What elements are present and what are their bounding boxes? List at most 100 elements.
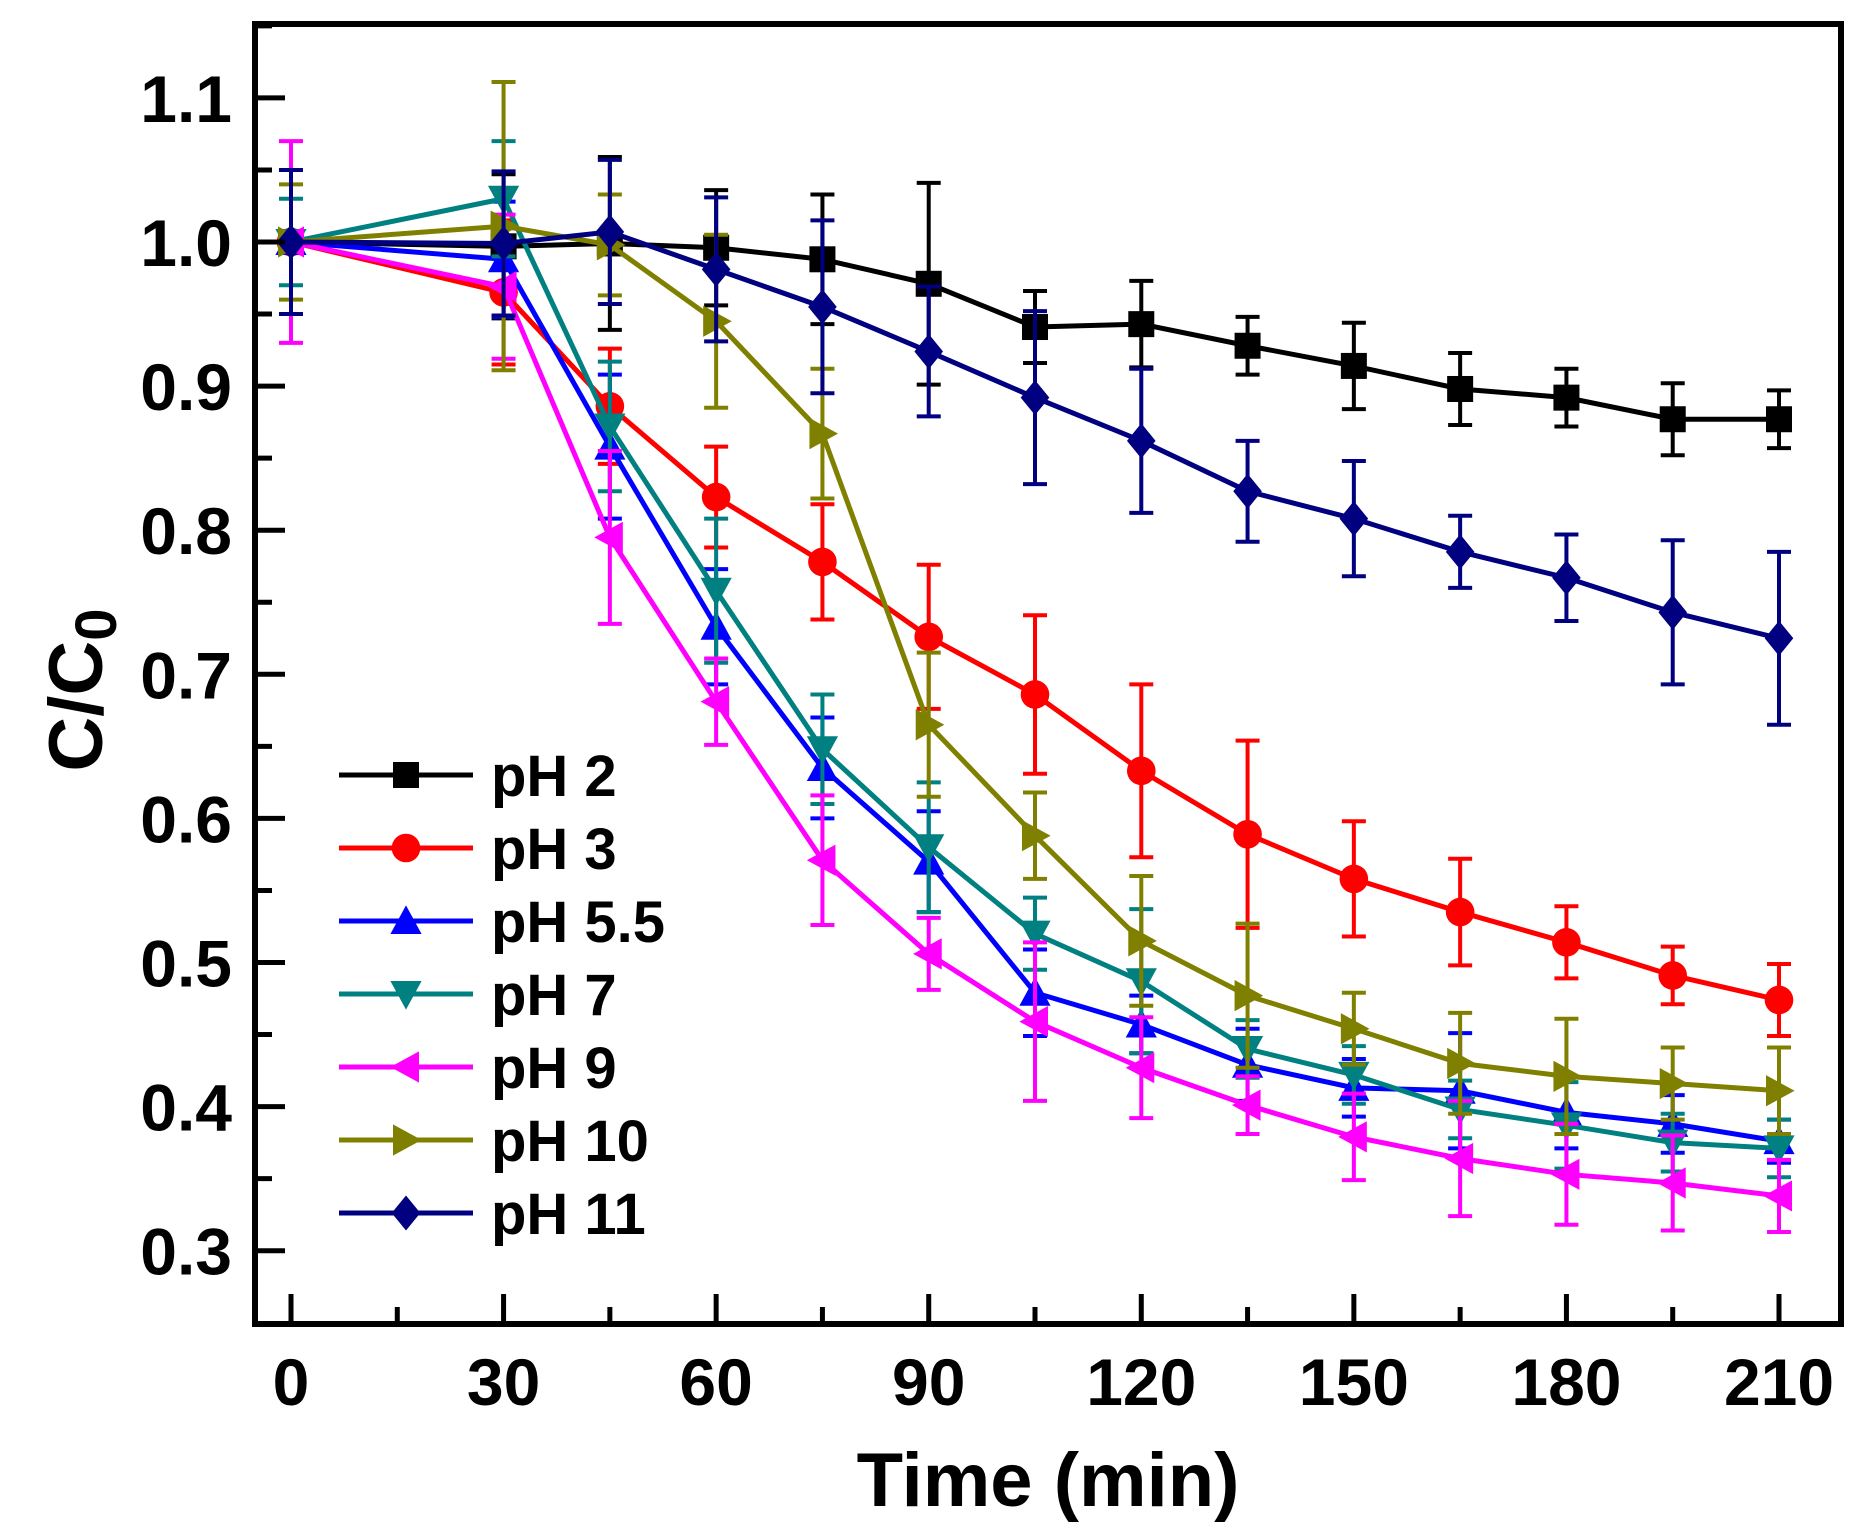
data-point: [915, 709, 945, 741]
x-tick-label: 60: [679, 1345, 752, 1419]
data-point: [594, 413, 626, 443]
data-point: [595, 214, 625, 250]
y-tick-label: 0.3: [140, 1215, 232, 1289]
data-point: [1019, 920, 1051, 950]
data-point: [1550, 1158, 1580, 1190]
data-point: [806, 736, 839, 765]
legend-marker: [390, 981, 422, 1010]
data-point: [700, 577, 732, 607]
x-tick-label: 90: [892, 1345, 965, 1419]
x-tick-label: 210: [1724, 1345, 1834, 1419]
data-point: [1766, 1075, 1795, 1107]
data-point: [1447, 1047, 1476, 1079]
legend-marker: [391, 1195, 421, 1231]
data-point: [1763, 1135, 1795, 1164]
y-tick-label: 0.9: [140, 350, 232, 424]
data-point: [913, 938, 942, 970]
data-point: [1126, 756, 1156, 786]
data-point: [1234, 980, 1264, 1012]
series-line: [290, 229, 1780, 641]
legend-item: pH 9: [339, 1036, 617, 1101]
data-point: [1338, 1061, 1370, 1091]
legend: pH 2 pH 3 pH 5.5 pH 7 pH 9 pH 10 pH 11: [339, 744, 665, 1247]
data-point: [489, 225, 518, 261]
y-tick-label: 0.6: [140, 782, 232, 856]
legend-marker: [390, 1051, 419, 1083]
data-point: [806, 844, 836, 876]
y-tick-label: 1.0: [140, 206, 232, 280]
series-line: [290, 239, 1780, 1144]
y-axis-label-main: C/C: [34, 641, 119, 772]
axes: 0 30 60 90 120 150 180 210 0.3 0.4 0.5 0.6 0.7 0.8 0.9…: [140, 23, 1834, 1419]
x-tick-label: 150: [1299, 1345, 1409, 1419]
legend-item: pH 10: [339, 1109, 649, 1174]
data-point: [809, 418, 839, 450]
data-point: [1657, 1167, 1686, 1199]
x-tick-label: 0: [273, 1345, 310, 1419]
y-tick-label: 0.8: [140, 494, 232, 568]
data-point: [808, 289, 837, 325]
y-tick-label: 0.4: [140, 1071, 232, 1145]
data-point: [701, 251, 731, 287]
data-point: [1338, 1121, 1367, 1153]
series-pH-9: [275, 139, 1792, 1234]
data-point: [913, 834, 945, 863]
data-point: [1340, 352, 1367, 379]
data-point: [1447, 375, 1474, 402]
plot-area: [275, 80, 1795, 1234]
data-point: [1022, 820, 1051, 852]
data-point: [1763, 1180, 1792, 1212]
legend-label: pH 9: [491, 1036, 617, 1101]
data-point: [700, 686, 730, 718]
series-pH-11: [276, 157, 1794, 727]
data-point: [1233, 819, 1262, 849]
data-point: [1019, 1005, 1048, 1038]
legend-label: pH 11: [491, 1182, 646, 1247]
data-point: [1658, 594, 1688, 630]
data-point: [1764, 985, 1794, 1015]
data-point: [1658, 961, 1688, 990]
data-point: [1764, 620, 1794, 656]
legend-marker: [390, 905, 422, 934]
data-point: [1553, 1060, 1583, 1092]
data-point: [1444, 1142, 1474, 1175]
series-line: [290, 195, 1780, 1151]
legend-item: pH 5.5: [339, 890, 665, 955]
legend-marker: [391, 833, 421, 863]
data-point: [1339, 864, 1369, 894]
series-line: [290, 223, 1780, 1094]
data-point: [1231, 1089, 1261, 1121]
data-point: [1553, 384, 1580, 411]
data-point: [1234, 332, 1261, 359]
data-point: [1659, 1067, 1689, 1100]
y-tick-label: 0.5: [140, 927, 232, 1001]
y-axis-label: C/C0: [34, 608, 129, 771]
x-axis-label: Time (min): [857, 1438, 1240, 1523]
data-point: [914, 333, 944, 370]
data-point: [594, 521, 623, 554]
y-axis-label-subscript: 0: [64, 608, 129, 640]
data-point: [276, 224, 306, 260]
y-tick-label: 1.1: [140, 62, 232, 136]
legend-item: pH 11: [339, 1182, 646, 1247]
data-point: [1552, 560, 1581, 596]
data-point: [1445, 897, 1475, 927]
data-point: [1552, 928, 1581, 957]
series-line: [290, 239, 1779, 422]
legend-item: pH 3: [339, 817, 617, 882]
data-point: [1766, 406, 1792, 433]
legend-label: pH 7: [491, 963, 617, 1028]
series-pH-3: [276, 167, 1794, 1038]
legend-marker: [393, 1124, 422, 1156]
legend-item: pH 7: [339, 963, 617, 1028]
legend-label: pH 10: [491, 1109, 649, 1174]
data-point: [1125, 1052, 1155, 1084]
legend-marker: [393, 762, 419, 788]
data-point: [1659, 406, 1686, 433]
y-tick-label: 0.7: [140, 638, 232, 712]
data-point: [1020, 680, 1050, 709]
data-point: [1020, 380, 1050, 416]
legend-item: pH 2: [339, 744, 617, 809]
x-tick-label: 180: [1511, 1345, 1621, 1419]
